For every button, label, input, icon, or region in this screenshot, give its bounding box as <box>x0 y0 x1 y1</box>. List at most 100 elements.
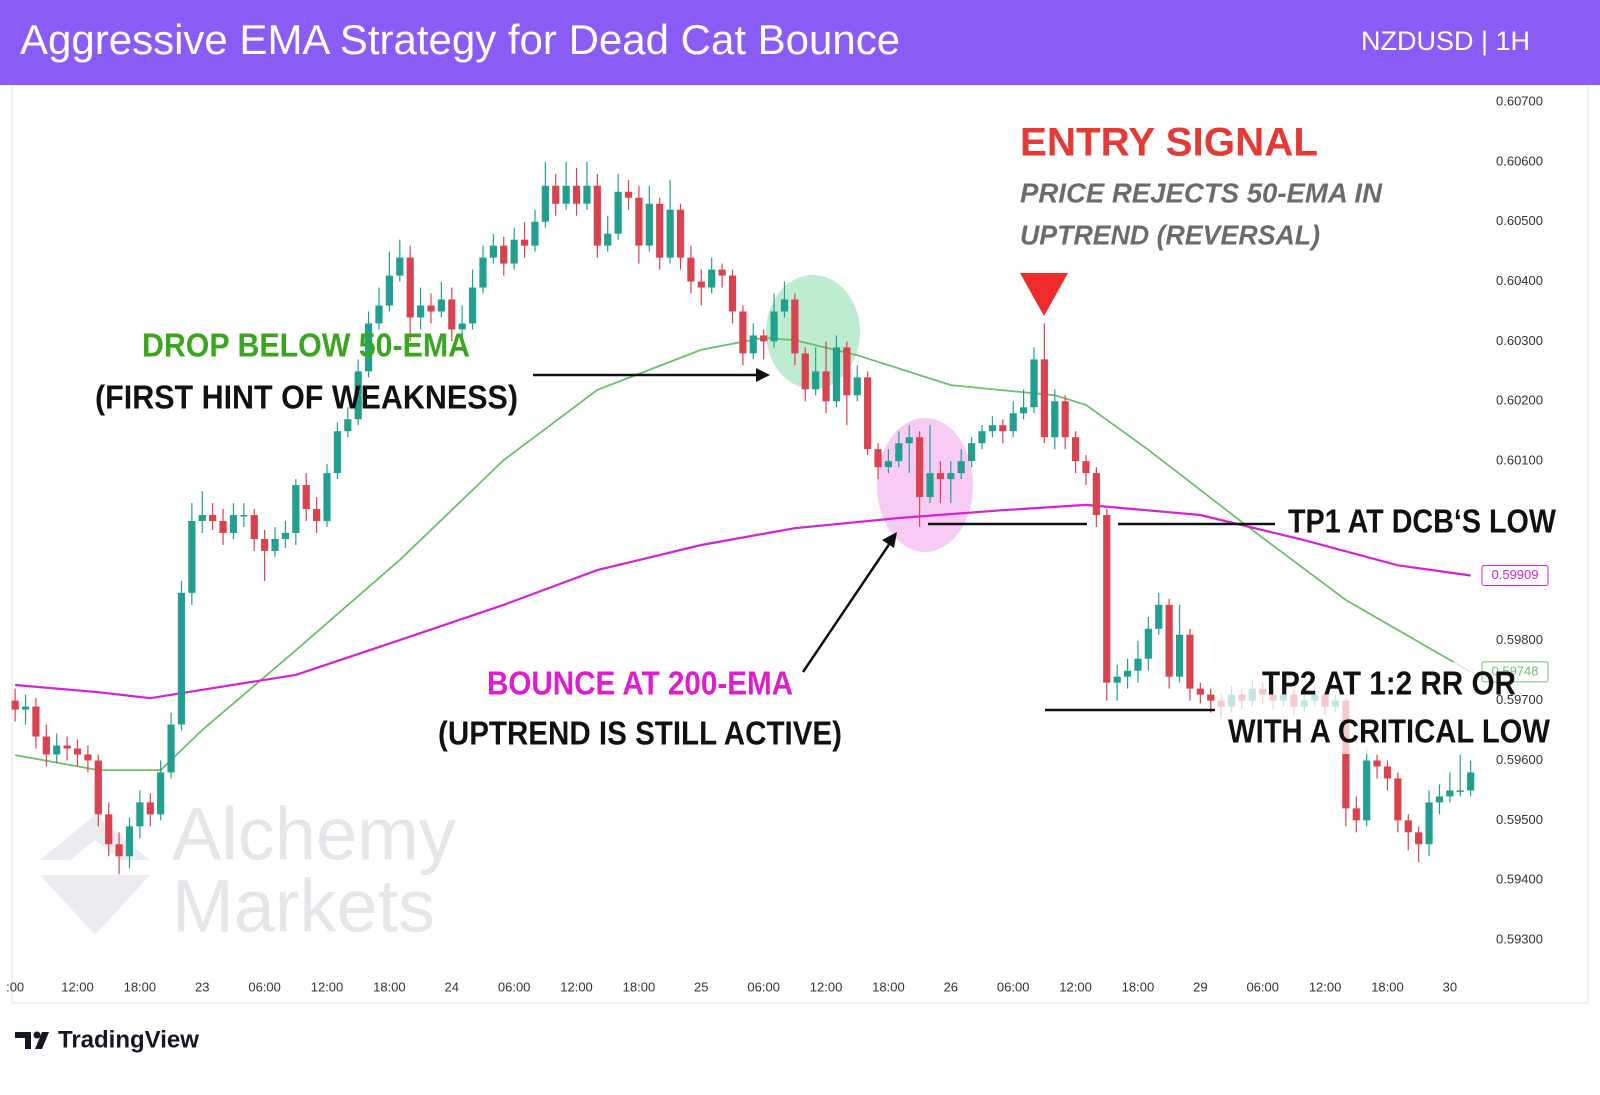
candle-body <box>936 473 945 480</box>
x-tick-label: 24 <box>445 979 459 994</box>
candle-body <box>354 371 362 420</box>
candle-body <box>21 706 30 710</box>
candle-body <box>250 515 258 539</box>
annotation: DROP BELOW 50-EMA <box>142 327 470 364</box>
price-label-box <box>1481 564 1549 586</box>
candle-body <box>94 760 102 815</box>
logo-mark <box>35 1032 49 1049</box>
candle-body <box>1040 359 1048 438</box>
x-tick-label: 18:00 <box>872 979 905 994</box>
candle-body <box>1446 790 1454 797</box>
x-tick-label: 06:00 <box>248 979 281 994</box>
candle-body <box>281 532 290 539</box>
candle-body <box>1363 760 1371 821</box>
label-backdrop <box>1215 662 1480 754</box>
candle-body <box>396 257 404 276</box>
candle-body <box>791 299 799 354</box>
candle-body <box>1113 676 1121 683</box>
candle-body <box>1134 658 1142 671</box>
candle-body <box>385 275 393 306</box>
candle-body <box>105 814 113 845</box>
annotation: PRICE REJECTS 50-EMA IN <box>1020 177 1383 208</box>
candle-body <box>333 431 342 474</box>
candle-body <box>739 311 747 354</box>
logo-mark <box>15 1032 31 1049</box>
y-tick-label: 0.59700 <box>1496 692 1543 707</box>
candle-body <box>500 245 508 264</box>
x-tick-label: 18:00 <box>1371 979 1404 994</box>
candle-body <box>614 191 622 234</box>
candle-body <box>73 748 82 755</box>
candle-body <box>1373 760 1381 767</box>
candle-body <box>895 443 903 462</box>
logo-mark <box>33 1031 41 1039</box>
candle-body <box>1196 688 1204 695</box>
candle-body <box>1186 634 1194 689</box>
annotation: ENTRY SIGNAL <box>1020 121 1318 165</box>
candle-body <box>323 473 331 522</box>
candle-body <box>874 449 882 468</box>
annotation: UPTREND (REVERSAL) <box>1020 219 1320 250</box>
candle-body <box>1009 413 1017 432</box>
x-tick-label: 23 <box>195 979 209 994</box>
candle-body <box>572 185 581 204</box>
candle-body <box>760 335 768 342</box>
x-tick-label: 06:00 <box>498 979 531 994</box>
candle-body <box>562 185 570 204</box>
candle-body <box>146 802 154 815</box>
candle-body <box>801 353 809 390</box>
candle-body <box>427 305 435 312</box>
annotation: TP1 AT DCB‘S LOW <box>1288 503 1557 540</box>
candle-body <box>1404 820 1412 833</box>
candle-body <box>1061 401 1069 438</box>
candle-body <box>63 745 71 749</box>
candle-body <box>718 269 726 276</box>
candle-body <box>968 443 976 462</box>
candle-body <box>812 371 820 390</box>
candle-body <box>344 419 352 432</box>
x-tick-label: 18:00 <box>124 979 157 994</box>
candle-body <box>676 209 685 258</box>
y-tick-label: 0.59300 <box>1496 932 1543 947</box>
candle-body <box>884 461 893 468</box>
candle-body <box>177 592 186 725</box>
candle-body <box>552 185 560 204</box>
y-tick-label: 0.60400 <box>1496 273 1543 288</box>
candle-body <box>1092 473 1100 516</box>
candle-body <box>448 299 456 330</box>
price-label: 0.59909 <box>1492 567 1539 582</box>
watermark-text: Markets <box>172 865 435 948</box>
candle-body <box>1165 604 1173 677</box>
candle-body <box>593 185 601 246</box>
candle-body <box>271 538 279 551</box>
y-tick-label: 0.60500 <box>1496 213 1543 228</box>
footer-text: TradingView <box>58 1026 199 1053</box>
y-tick-label: 0.60100 <box>1496 453 1543 468</box>
y-tick-label: 0.59800 <box>1496 632 1543 647</box>
candle-body <box>531 221 539 246</box>
candle-body <box>42 736 50 755</box>
candle-body <box>313 509 321 522</box>
x-tick-label: 12:00 <box>311 979 344 994</box>
candle-body <box>604 233 612 246</box>
candle-body <box>916 437 924 498</box>
candle-body <box>1155 604 1163 629</box>
candle-body <box>510 239 518 264</box>
candle-body <box>1415 832 1423 845</box>
candle-body <box>687 257 695 282</box>
y-tick-label: 0.59400 <box>1496 872 1543 887</box>
candle-body <box>905 437 913 444</box>
candle-body <box>822 371 830 402</box>
candle-body <box>708 269 716 288</box>
x-tick-label: 06:00 <box>997 979 1030 994</box>
candle-body <box>136 802 144 827</box>
candle-body <box>728 275 737 312</box>
watermark-text: Alchemy <box>172 793 456 876</box>
candle-body <box>261 538 269 551</box>
candle-body <box>1030 359 1038 408</box>
candle-body <box>458 323 466 330</box>
watermark: Alchemy Markets <box>40 793 456 948</box>
candle-body <box>697 281 705 288</box>
candle-body <box>635 197 643 246</box>
candle-body <box>1051 401 1059 438</box>
